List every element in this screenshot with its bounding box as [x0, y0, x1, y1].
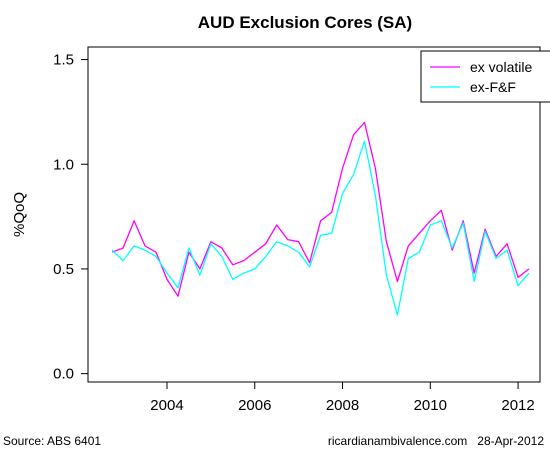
chart-title: AUD Exclusion Cores (SA) [198, 13, 412, 32]
x-tick-label: 2012 [501, 397, 534, 414]
chart-date: 28-Apr-2012 [477, 434, 544, 448]
y-axis: 0.0 0.5 1.0 1.5 [53, 52, 88, 383]
y-tick-label: 0.0 [53, 366, 74, 383]
series-line-ex-ff [111, 140, 530, 316]
y-tick-label: 1.0 [53, 156, 74, 173]
x-tick-label: 2004 [150, 397, 183, 414]
source-note: Source: ABS 6401 [3, 434, 102, 448]
plot-frame [87, 46, 541, 383]
y-tick-label: 0.5 [53, 261, 74, 278]
x-axis: 2004 2006 2008 2010 2012 [150, 382, 535, 414]
x-tick-label: 2010 [414, 397, 447, 414]
y-axis-label: %QoQ [11, 192, 28, 237]
legend-label-ex-ff: ex-F&F [470, 79, 516, 95]
y-tick-label: 1.5 [53, 52, 74, 69]
series-layer [111, 121, 530, 316]
x-tick-label: 2006 [238, 397, 271, 414]
series-line-ex-volatile [111, 121, 530, 297]
legend: ex volatile ex-F&F [420, 50, 550, 103]
legend-box [420, 50, 550, 103]
x-tick-label: 2008 [326, 397, 359, 414]
credit-line: ricardianambivalence.com 28-Apr-2012 [328, 434, 544, 448]
legend-label-ex-volatile: ex volatile [470, 59, 532, 75]
site-credit: ricardianambivalence.com [327, 434, 468, 448]
